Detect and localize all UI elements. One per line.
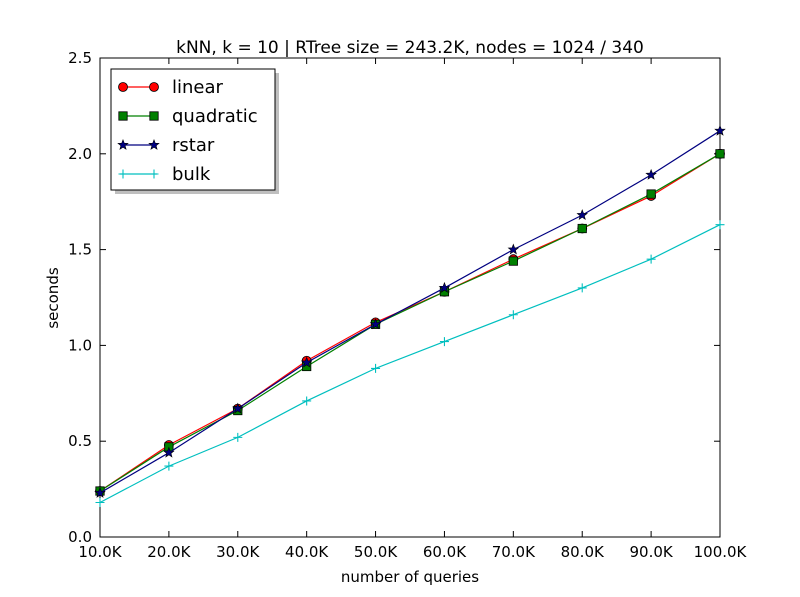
data-point-bulk (577, 283, 587, 293)
y-tick-label: 2.0 (68, 145, 92, 163)
data-point-rstar (576, 209, 588, 221)
legend-marker-rstar (148, 138, 160, 150)
y-tick-label: 2.5 (68, 49, 92, 67)
data-point-rstar (369, 318, 382, 330)
legend-marker-bulk (149, 169, 159, 179)
data-point-rstar (94, 486, 106, 498)
x-tick-label: 90.0K (629, 543, 673, 561)
legend-box (110, 68, 276, 191)
legend-marker-linear (118, 82, 128, 92)
data-point-bulk (715, 220, 725, 230)
legend-marker-linear (149, 82, 159, 92)
legend-label-quadratic: quadratic (172, 106, 258, 127)
data-point-bulk (233, 432, 243, 442)
data-point-bulk (302, 396, 312, 406)
data-point-bulk (508, 310, 518, 320)
data-point-rstar (507, 243, 520, 255)
y-tick-label: 1.0 (68, 336, 92, 354)
data-point-quadratic (508, 256, 518, 266)
legend-marker-rstar (117, 138, 129, 150)
x-tick-label: 80.0K (561, 543, 605, 561)
data-point-bulk (164, 461, 174, 471)
x-tick-label: 40.0K (285, 543, 329, 561)
x-tick-label: 50.0K (354, 543, 398, 561)
data-point-quadratic (715, 149, 725, 159)
legend-label-rstar: rstar (172, 135, 215, 156)
x-tick-label: 10.0K (78, 543, 122, 561)
x-tick-label: 70.0K (492, 543, 536, 561)
legend-label-linear: linear (172, 77, 224, 98)
data-point-quadratic (646, 189, 656, 199)
series-line-quadratic (99, 153, 721, 492)
data-point-bulk (439, 337, 449, 347)
series-line-linear (99, 153, 721, 492)
legend-marker-bulk (118, 169, 128, 179)
legend-marker-quadratic (118, 111, 128, 121)
y-axis-label: seconds (44, 267, 62, 328)
data-point-rstar (232, 402, 244, 414)
legend-marker-quadratic (149, 111, 159, 121)
data-point-rstar (645, 168, 657, 180)
data-point-bulk (95, 498, 105, 508)
x-tick-label: 100.0K (694, 543, 748, 561)
x-tick-label: 60.0K (423, 543, 467, 561)
data-point-bulk (371, 363, 381, 373)
y-tick-label: 1.5 (68, 241, 92, 259)
data-point-rstar (714, 124, 726, 136)
legend-label-bulk: bulk (172, 164, 211, 185)
y-tick-label: 0.5 (68, 432, 92, 450)
chart-title: kNN, k = 10 | RTree size = 243.2K, nodes… (176, 38, 644, 58)
x-axis-label: number of queries (341, 568, 479, 586)
y-tick-label: 0.0 (68, 528, 92, 546)
data-point-rstar (163, 446, 175, 458)
series-line-bulk (99, 224, 721, 504)
data-point-bulk (646, 254, 656, 264)
data-point-quadratic (577, 223, 587, 234)
series-line-rstar (99, 130, 721, 494)
x-tick-label: 20.0K (147, 543, 191, 561)
legend: linear quadratic rstar bulk (110, 68, 279, 194)
data-point-rstar (300, 356, 313, 368)
data-point-rstar (438, 281, 451, 293)
x-tick-label: 30.0K (216, 543, 260, 561)
